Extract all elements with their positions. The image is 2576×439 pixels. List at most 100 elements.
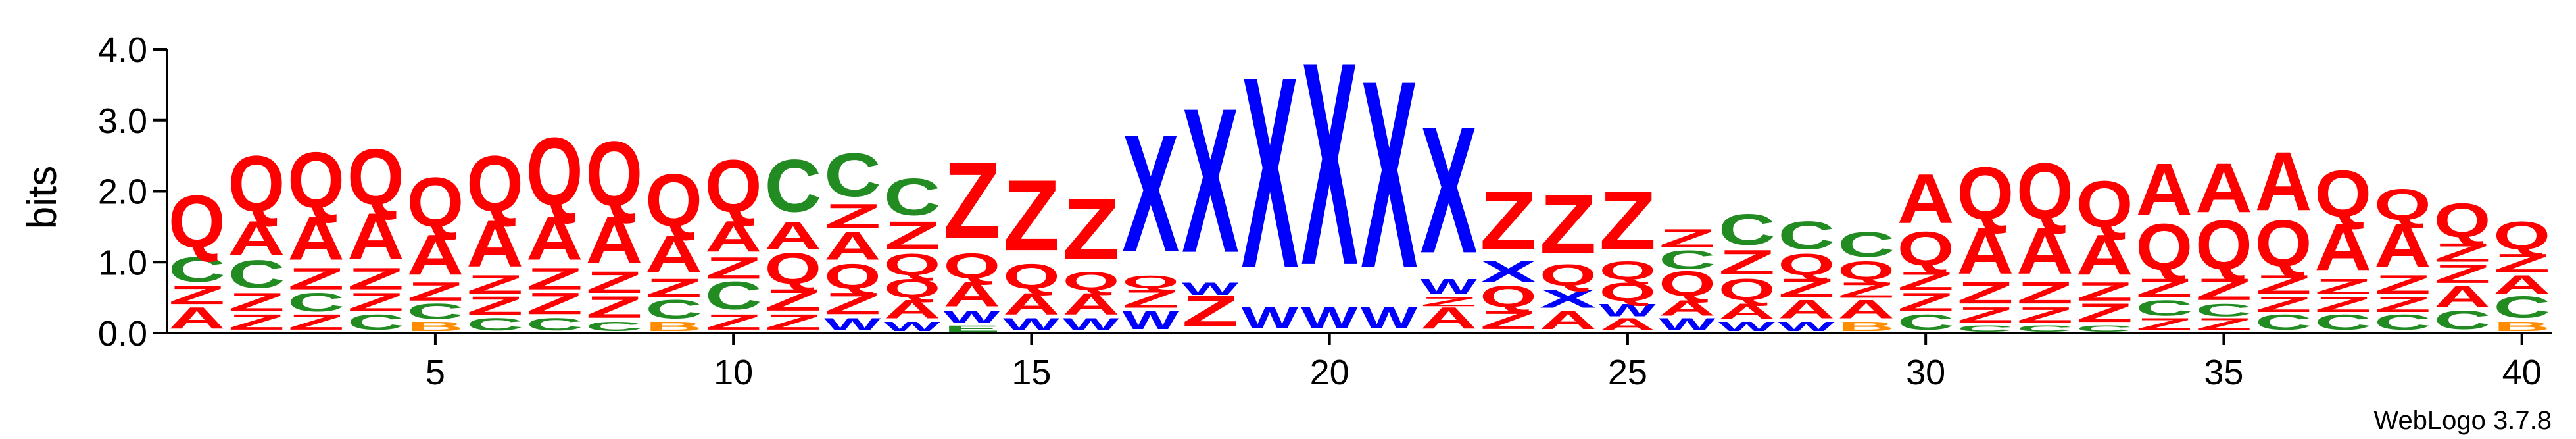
logo-letter-x: X (1540, 284, 1597, 314)
logo-letter-z: Z (2195, 315, 2252, 334)
y-tick-label: 3.0 (98, 101, 147, 141)
logo-letter-a: A (526, 204, 583, 272)
logo-letter-a: A (1778, 294, 1835, 324)
logo-letter-q: Q (2255, 207, 2312, 281)
logo-letter-q: Q (1540, 259, 1597, 293)
logo-letter-c: C (2434, 305, 2491, 335)
logo-letter-a: A (2135, 147, 2193, 231)
logo-letter-a: A (2374, 211, 2431, 280)
logo-letter-a: A (943, 274, 1000, 314)
logo-letter-z: Z (824, 197, 881, 236)
logo-letter-c: C (705, 274, 762, 318)
logo-letter-z: Z (1897, 267, 1955, 296)
logo-letter-w: W (1718, 319, 1776, 334)
logo-letter-e: E (943, 324, 1000, 334)
logo-letter-z: Z (2314, 292, 2371, 317)
x-tick-label: 10 (714, 353, 753, 392)
x-tick-label: 30 (1906, 353, 1945, 392)
logo-letter-q: Q (228, 140, 285, 228)
logo-letter-z: Z (1837, 278, 1895, 302)
y-tick-label: 0.0 (98, 314, 147, 353)
logo-letter-z: Z (705, 310, 762, 334)
logo-letter-q: Q (1122, 272, 1179, 292)
logo-letter-z: Z (2255, 292, 2312, 317)
logo-letter-z: Z (2493, 249, 2550, 278)
logo-letter-z: Z (2076, 298, 2133, 328)
logo-letter-a: A (1659, 296, 1716, 321)
logo-letter-z: Z (466, 292, 523, 321)
logo-letter-x: X (1122, 99, 1179, 287)
logo-letter-a: A (2314, 211, 2371, 284)
logo-letter-b: B (645, 319, 702, 334)
logo-letter-w: W (1242, 301, 1299, 335)
logo-letter-x: X (1480, 255, 1537, 289)
logo-letter-q: Q (287, 136, 345, 224)
logo-letter-x: X (1361, 25, 1418, 324)
logo-letter-q: Q (2016, 146, 2074, 235)
logo-letter-c: C (2374, 310, 2431, 335)
logo-letter-z: Z (347, 288, 404, 317)
logo-letter-q: Q (705, 144, 762, 228)
logo-letter-w: W (824, 315, 881, 334)
logo-letter-c: C (1897, 310, 1955, 335)
logo-letter-x: X (1421, 90, 1478, 291)
logo-letter-q: Q (1957, 151, 2014, 234)
logo-letter-q: Q (1599, 255, 1657, 285)
logo-letter-a: A (2434, 280, 2491, 314)
logo-letter-q: Q (2493, 213, 2550, 257)
logo-letter-a: A (1063, 287, 1120, 321)
logo-letter-w: W (943, 307, 1000, 327)
logo-axes (166, 49, 2552, 334)
logo-letter-w: W (1599, 301, 1657, 321)
logo-letter-z: Z (228, 310, 285, 334)
x-ticks: 5 10 15 20 25 30 35 40 (425, 333, 2542, 392)
x-tick-label: 20 (1310, 353, 1349, 392)
logo-letter-z: Z (1599, 174, 1657, 267)
y-ticks: 0.0 1.0 2.0 3.0 4.0 (98, 30, 167, 353)
logo-letter-a: A (1599, 315, 1657, 334)
logo-letter-q: Q (2434, 194, 2491, 247)
logo-letter-q: Q (1659, 264, 1716, 303)
logo-letter-z: Z (2374, 292, 2431, 317)
logo-letter-z: Z (1063, 180, 1120, 278)
logo-letter-z: Z (1003, 159, 1060, 272)
logo-letter-z: Z (943, 139, 1000, 261)
logo-letter-z: Z (347, 262, 404, 296)
logo-letter-a: A (2493, 270, 2550, 299)
logo-letter-z: Z (466, 270, 523, 299)
logo-letter-q: Q (824, 257, 881, 296)
x-tick-label: 40 (2502, 353, 2542, 392)
logo-letter-c: C (2255, 310, 2312, 335)
logo-letter-x: X (1301, 1, 1358, 325)
logo-letter-z: Z (2016, 303, 2074, 327)
logo-letter-z: Z (765, 310, 822, 334)
logo-letter-a: A (1718, 299, 1776, 324)
x-tick-label: 5 (425, 353, 445, 392)
logo-letter-z: Z (1540, 177, 1597, 271)
y-tick-label: 1.0 (98, 243, 147, 282)
logo-letter-c: C (347, 310, 404, 335)
logo-letter-z: Z (705, 251, 762, 285)
logo-letter-c: C (1659, 245, 1716, 274)
logo-letter-w: W (1361, 301, 1418, 335)
logo-letter-a: A (1897, 160, 1955, 238)
logo-letter-c: C (228, 253, 285, 297)
logo-letter-c: C (1778, 213, 1835, 257)
logo-letter-z: Z (1897, 288, 1955, 317)
logo-letter-b: B (2493, 319, 2550, 334)
logo-letter-z: Z (1182, 287, 1239, 336)
logo-letter-q: Q (1778, 247, 1835, 282)
logo-letter-c: C (2493, 290, 2550, 324)
logo-letter-q: Q (1718, 272, 1776, 307)
logo-letters: AZCQZZCAQZCZAQCZZAQBCZAQCZZAQCZZAQCZZAQB… (168, 1, 2550, 336)
logo-letter-c: C (2016, 324, 2074, 334)
logo-letter-c: C (2076, 324, 2133, 334)
logo-letter-c: C (407, 299, 464, 324)
logo-letter-z: Z (2016, 276, 2074, 310)
logo-letter-z: Z (407, 277, 464, 307)
logo-letter-q: Q (1480, 280, 1537, 314)
logo-letter-z: Z (228, 288, 285, 317)
x-tick-label: 25 (1608, 353, 1647, 392)
logo-letter-z: Z (1122, 284, 1179, 314)
logo-letter-z: Z (1957, 303, 2014, 327)
